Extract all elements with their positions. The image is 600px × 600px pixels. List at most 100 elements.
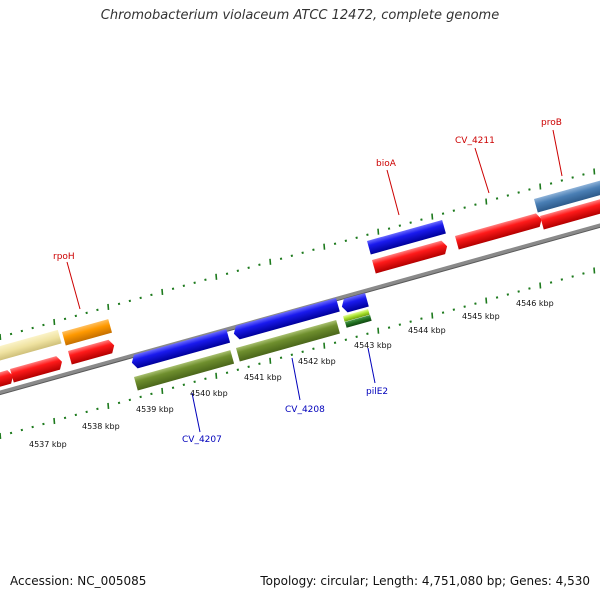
- label-CV-4211: CV_4211: [455, 136, 495, 146]
- minor-tick: [344, 239, 348, 242]
- major-tick: [539, 282, 542, 289]
- minor-tick: [85, 410, 88, 414]
- minor-tick: [560, 278, 564, 281]
- minor-tick: [506, 293, 510, 296]
- minor-tick: [279, 356, 283, 359]
- major-tick: [215, 372, 218, 379]
- minor-tick: [528, 287, 531, 290]
- minor-tick: [549, 182, 553, 185]
- minor-tick: [128, 299, 132, 303]
- label-bioA: bioA: [376, 159, 397, 169]
- minor-tick: [236, 269, 240, 273]
- label-rpoH: rpoH: [53, 252, 75, 262]
- gene-red-1: [0, 370, 14, 389]
- label-pilE2: pilE2: [366, 387, 388, 397]
- gene-features: [0, 180, 600, 391]
- label-CV-4208: CV_4208: [285, 405, 325, 415]
- minor-tick: [150, 293, 153, 297]
- minor-tick: [398, 224, 402, 227]
- minor-tick: [20, 329, 24, 333]
- minor-tick: [9, 332, 13, 336]
- minor-tick: [528, 188, 531, 191]
- gene-red-2: [10, 356, 62, 383]
- major-tick: [485, 198, 488, 205]
- major-tick: [377, 327, 380, 334]
- gene-bioA-blue: [367, 220, 446, 255]
- gene-labels: rpoH bioA CV_4211 proB CV_4207 CV_4208 p…: [53, 118, 562, 445]
- kbp-label: 4544 kbp: [408, 326, 446, 335]
- major-tick: [323, 342, 326, 349]
- minor-tick: [582, 173, 585, 176]
- minor-tick: [63, 416, 67, 420]
- minor-tick: [463, 305, 466, 308]
- gene-pilE2: [343, 309, 370, 322]
- kbp-label: 4539 kbp: [136, 405, 174, 414]
- major-tick: [215, 273, 218, 280]
- minor-tick: [182, 284, 186, 288]
- accession-text: Accession: NC_005085: [10, 574, 147, 588]
- minor-tick: [225, 371, 229, 375]
- minor-tick: [31, 425, 34, 429]
- kbp-label: 4546 kbp: [516, 299, 554, 308]
- kbp-label: 4538 kbp: [82, 422, 120, 431]
- gene-proB-red: [540, 197, 600, 230]
- minor-tick: [193, 281, 196, 285]
- upper-scale-ticks: [0, 168, 596, 341]
- minor-tick: [258, 362, 261, 366]
- major-tick: [107, 303, 110, 310]
- minor-tick: [366, 233, 369, 236]
- minor-tick: [301, 350, 304, 353]
- minor-tick: [63, 317, 67, 321]
- gene-CV-4208-blue: [233, 297, 340, 340]
- minor-tick: [452, 308, 456, 311]
- minor-tick: [182, 383, 186, 387]
- minor-tick: [560, 179, 564, 182]
- minor-tick: [42, 422, 45, 426]
- minor-tick: [409, 221, 412, 224]
- kbp-label: 4545 kbp: [462, 312, 500, 321]
- kbp-label: 4541 kbp: [244, 373, 282, 382]
- major-tick: [377, 228, 380, 235]
- major-tick: [485, 297, 488, 304]
- gene-red-3: [68, 339, 115, 365]
- minor-tick: [441, 212, 445, 215]
- major-tick: [161, 387, 164, 394]
- gene-bioA: [372, 240, 448, 274]
- minor-tick: [117, 302, 121, 306]
- label-leaders: [66, 129, 563, 433]
- major-tick: [431, 312, 434, 319]
- minor-tick: [420, 218, 423, 221]
- minor-tick: [398, 323, 402, 326]
- minor-tick: [204, 278, 207, 282]
- major-tick: [593, 267, 596, 274]
- minor-tick: [225, 272, 229, 276]
- minor-tick: [517, 290, 520, 293]
- minor-tick: [171, 287, 175, 291]
- minor-tick: [387, 227, 391, 230]
- minor-tick: [247, 266, 250, 270]
- major-tick: [431, 213, 434, 220]
- minor-tick: [139, 296, 142, 300]
- kbp-label: 4537 kbp: [29, 440, 67, 449]
- gene-CV-4211: [455, 213, 542, 250]
- minor-tick: [506, 194, 510, 197]
- minor-tick: [474, 203, 477, 206]
- minor-tick: [387, 326, 391, 329]
- label-CV-4207: CV_4207: [182, 435, 222, 445]
- major-tick: [0, 432, 2, 440]
- minor-tick: [312, 248, 315, 251]
- minor-tick: [74, 314, 78, 318]
- major-tick: [0, 333, 2, 341]
- minor-tick: [74, 413, 78, 417]
- minor-tick: [495, 296, 499, 299]
- gene-rpoH: [62, 319, 112, 346]
- minor-tick: [9, 431, 13, 435]
- minor-tick: [409, 320, 412, 323]
- minor-tick: [333, 341, 337, 344]
- kbp-label: 4542 kbp: [298, 357, 336, 366]
- minor-tick: [452, 209, 456, 212]
- label-proB: proB: [541, 118, 562, 128]
- major-tick: [269, 258, 272, 265]
- gene-proB: [534, 180, 600, 213]
- minor-tick: [344, 338, 348, 341]
